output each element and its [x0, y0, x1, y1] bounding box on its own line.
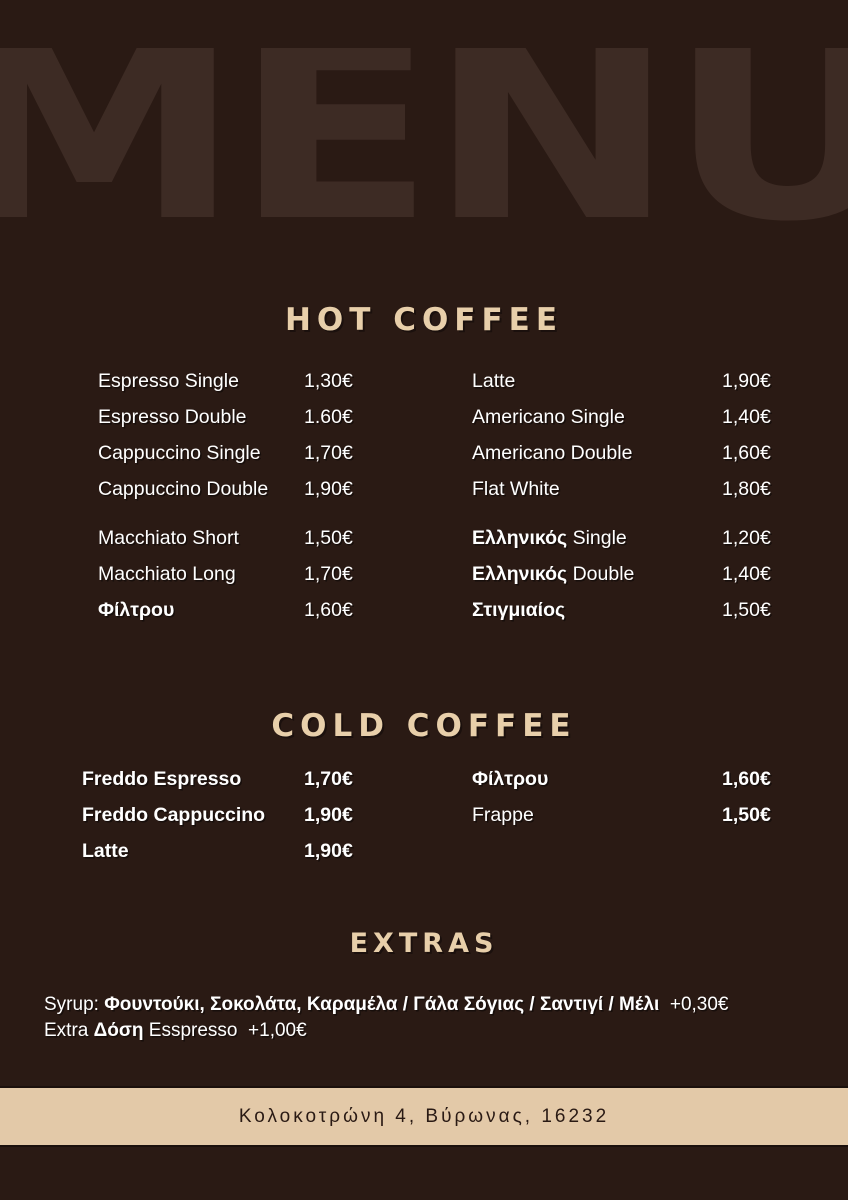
item-name: Freddo Cappuccino [82, 804, 266, 826]
extras-dosi-label: Δόση [93, 1020, 144, 1041]
item-name: Latte [82, 840, 129, 862]
item-name: Φίλτρου [98, 599, 175, 621]
menu-item-row: Macchiato Short 1,50€ [98, 527, 366, 563]
footer-address-text: Κολοκοτρώνη 4, Βύρωνας, 16232 [238, 1105, 610, 1127]
extras-esspresso-price: +1,00€ [248, 1020, 307, 1041]
item-name: Americano Single [472, 406, 625, 428]
cold-right-column: Φίλτρου 1,60€ Frappe 1,50€ [424, 768, 848, 876]
menu-item-row: Cappuccino Double 1,90€ [98, 478, 366, 514]
item-price: 1,50€ [304, 527, 353, 549]
item-price: 1,70€ [304, 768, 353, 790]
item-price: 1,50€ [722, 599, 771, 621]
menu-item-row: Ελληνικός Single 1,20€ [472, 527, 784, 563]
menu-item-row: Frappe 1,50€ [472, 804, 784, 840]
extras-esspresso-label: Esspresso [143, 1020, 238, 1041]
item-price: 1,50€ [722, 804, 771, 826]
item-price: 1,20€ [722, 527, 771, 549]
extras-heading: EXTRAS [349, 928, 499, 959]
item-name: Ελληνικός Single [472, 527, 627, 550]
hot-coffee-heading: HOT COFFEE [284, 302, 564, 338]
item-name: Latte [472, 370, 516, 392]
cold-left-column: Freddo Espresso 1,70€ Freddo Cappuccino … [0, 768, 424, 876]
item-price: 1,60€ [722, 768, 771, 790]
item-name: Cappuccino Single [98, 442, 261, 464]
extras-syrup-label: Syrup: [44, 994, 105, 1015]
menu-item-row: Americano Double 1,60€ [472, 442, 784, 478]
item-price: 1,90€ [722, 370, 771, 392]
extras-extra-label: Extra [44, 1020, 94, 1041]
menu-watermark-band: MENU [0, 48, 848, 248]
item-name: Freddo Espresso [82, 768, 242, 790]
item-name: Macchiato Long [98, 563, 236, 585]
item-name: Americano Double [472, 442, 633, 464]
menu-item-row: Freddo Cappuccino 1,90€ [82, 804, 366, 840]
menu-item-row: Latte 1,90€ [82, 840, 366, 876]
item-price: 1,90€ [304, 478, 353, 500]
hot-coffee-section: Espresso Single 1,30€ Espresso Double 1.… [0, 370, 848, 635]
item-name-greek: Ελληνικός [472, 527, 568, 549]
item-name-greek: Ελληνικός [472, 563, 568, 585]
item-price: 1,40€ [722, 406, 771, 428]
item-price: 1,40€ [722, 563, 771, 585]
menu-item-row: Americano Single 1,40€ [472, 406, 784, 442]
menu-item-row: Στιγμιαίος 1,50€ [472, 599, 784, 635]
menu-watermark-text: MENU [0, 48, 848, 248]
cold-coffee-section: Freddo Espresso 1,70€ Freddo Cappuccino … [0, 768, 848, 876]
item-price: 1.60€ [304, 406, 353, 428]
menu-item-row: Latte 1,90€ [472, 370, 784, 406]
extras-lines: Syrup: Φουντούκι, Σοκολάτα, Καραμέλα / Γ… [0, 992, 848, 1044]
item-name: Στιγμιαίος [472, 599, 566, 621]
extras-line-1: Syrup: Φουντούκι, Σοκολάτα, Καραμέλα / Γ… [44, 992, 818, 1018]
item-price: 1,60€ [304, 599, 353, 621]
hot-right-column: Latte 1,90€ Americano Single 1,40€ Ameri… [424, 370, 848, 635]
menu-item-row: Φίλτρου 1,60€ [472, 768, 784, 804]
menu-item-row: Ελληνικός Double 1,40€ [472, 563, 784, 599]
menu-item-row: Freddo Espresso 1,70€ [82, 768, 366, 804]
item-price: 1,80€ [722, 478, 771, 500]
item-name: Cappuccino Double [98, 478, 269, 500]
menu-item-row: Cappuccino Single 1,70€ [98, 442, 366, 478]
extras-syrup-price-value: +0,30€ [669, 994, 729, 1015]
item-price: 1,70€ [304, 442, 353, 464]
cold-coffee-heading: COLD COFFEE [271, 708, 577, 744]
item-name: Ελληνικός Double [472, 563, 634, 586]
item-name: Espresso Single [98, 370, 239, 392]
item-name-suffix: Single [567, 527, 627, 549]
menu-item-row: Macchiato Long 1,70€ [98, 563, 366, 599]
item-price: 1,90€ [304, 840, 353, 862]
item-price: 1,60€ [722, 442, 771, 464]
item-name: Frappe [472, 804, 534, 826]
item-price: 1,90€ [304, 804, 353, 826]
item-name: Flat White [472, 478, 560, 500]
item-price: 1,70€ [304, 563, 353, 585]
menu-item-row: Flat White 1,80€ [472, 478, 784, 514]
extras-syrup-items: Φουντούκι, Σοκολάτα, Καραμέλα / Γάλα Σόγ… [104, 994, 660, 1015]
extras-line-2: Extra Δόση Esspresso +1,00€ [44, 1018, 818, 1044]
item-name-suffix: Double [567, 563, 635, 585]
footer-address-bar: Κολοκοτρώνη 4, Βύρωνας, 16232 [0, 1086, 848, 1147]
menu-item-row: Espresso Single 1,30€ [98, 370, 366, 406]
menu-item-row: Espresso Double 1.60€ [98, 406, 366, 442]
extras-syrup-price [659, 994, 670, 1015]
item-name: Macchiato Short [98, 527, 239, 549]
item-price: 1,30€ [304, 370, 353, 392]
extras-spacer [237, 1020, 248, 1041]
item-name: Φίλτρου [472, 768, 549, 790]
hot-left-column: Espresso Single 1,30€ Espresso Double 1.… [0, 370, 424, 635]
menu-item-row: Φίλτρου 1,60€ [98, 599, 366, 635]
item-name: Espresso Double [98, 406, 247, 428]
